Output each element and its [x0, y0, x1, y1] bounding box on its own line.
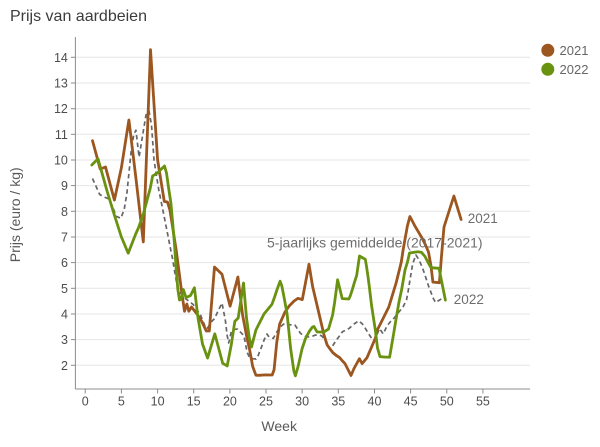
svg-text:15: 15	[187, 395, 201, 409]
svg-text:50: 50	[440, 395, 454, 409]
svg-text:45: 45	[404, 395, 418, 409]
svg-text:0: 0	[82, 395, 89, 409]
svg-text:6: 6	[61, 256, 68, 270]
svg-text:55: 55	[476, 395, 490, 409]
svg-text:2022: 2022	[560, 62, 589, 77]
svg-text:35: 35	[331, 395, 345, 409]
svg-text:7: 7	[61, 231, 68, 245]
svg-text:4: 4	[61, 308, 68, 322]
svg-text:12: 12	[54, 102, 68, 116]
svg-text:2022: 2022	[454, 292, 484, 307]
svg-text:Week: Week	[261, 418, 298, 434]
svg-text:9: 9	[61, 179, 68, 193]
svg-text:11: 11	[55, 128, 68, 142]
svg-text:40: 40	[368, 395, 382, 409]
svg-text:2: 2	[61, 359, 68, 373]
svg-text:3: 3	[61, 333, 68, 347]
svg-text:10: 10	[151, 395, 165, 409]
svg-text:2021: 2021	[468, 211, 498, 226]
svg-text:5-jaarlijks gemiddelde (2017-2: 5-jaarlijks gemiddelde (2017-2021)	[267, 235, 483, 251]
svg-text:25: 25	[259, 395, 273, 409]
svg-text:20: 20	[223, 395, 237, 409]
svg-text:14: 14	[54, 51, 68, 65]
svg-text:Prijs (euro / kg): Prijs (euro / kg)	[7, 167, 23, 262]
svg-text:30: 30	[295, 395, 309, 409]
svg-text:10: 10	[54, 154, 68, 168]
svg-text:5: 5	[61, 282, 68, 296]
svg-text:13: 13	[54, 77, 68, 91]
svg-text:2021: 2021	[560, 43, 589, 58]
svg-text:5: 5	[118, 395, 125, 409]
svg-text:8: 8	[61, 205, 68, 219]
svg-text:Prijs van aardbeien: Prijs van aardbeien	[10, 8, 147, 25]
